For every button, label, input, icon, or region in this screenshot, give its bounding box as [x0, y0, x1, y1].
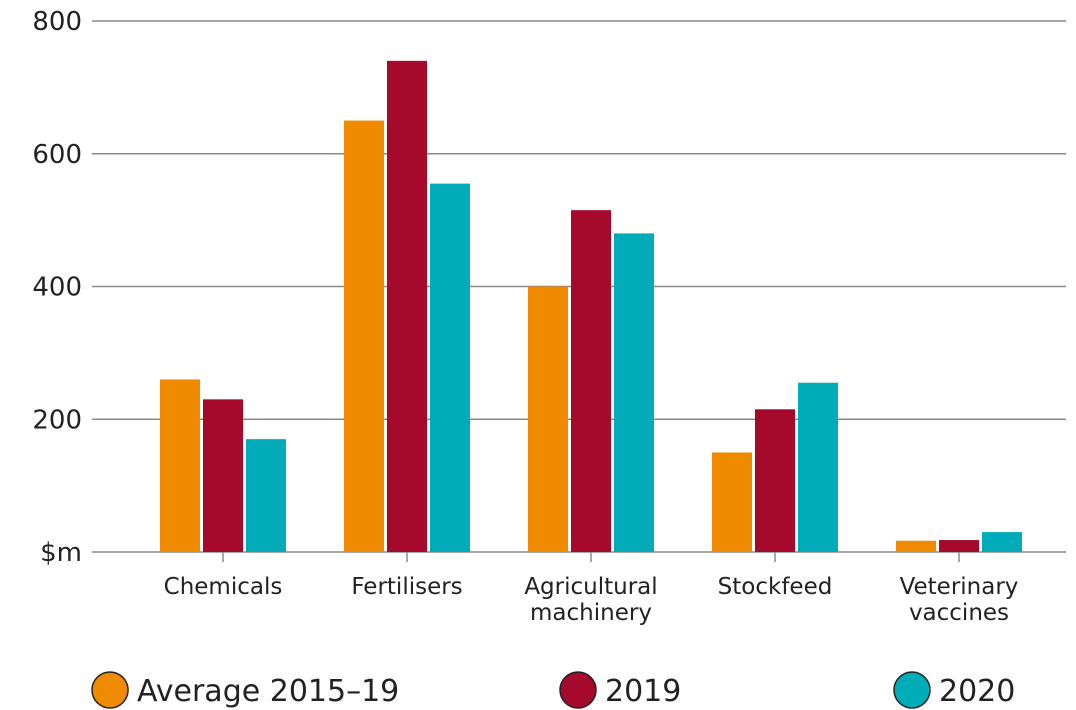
bar: [896, 540, 936, 552]
legend-swatch: [91, 671, 129, 709]
legend-label: 2020: [939, 674, 1015, 709]
bar: [430, 183, 470, 552]
bar: [798, 382, 838, 552]
y-tick-label: 400: [32, 273, 82, 303]
bar: [160, 379, 200, 552]
bar: [387, 60, 427, 552]
y-tick-label: 600: [32, 140, 82, 170]
bar: [344, 120, 384, 552]
y-tick-label: 200: [32, 405, 82, 435]
bar: [939, 540, 979, 552]
bar: [712, 452, 752, 552]
legend-swatch: [559, 671, 597, 709]
bar: [246, 439, 286, 552]
legend-label: Average 2015–19: [137, 674, 399, 709]
bar: [755, 409, 795, 552]
bar: [203, 399, 243, 552]
x-tick-label: Agricultural machinery: [524, 574, 658, 626]
x-tick-label: Stockfeed: [717, 574, 833, 600]
x-tick-label: Fertilisers: [351, 574, 463, 600]
y-tick-label: 800: [32, 7, 82, 37]
x-tick-label: Veterinary vaccines: [899, 574, 1019, 626]
bar: [982, 532, 1022, 552]
y-tick-label: $m: [40, 538, 82, 568]
bar: [528, 286, 568, 552]
bar: [571, 210, 611, 552]
x-tick-label: Chemicals: [163, 574, 283, 600]
bar: [614, 233, 654, 552]
legend-swatch: [893, 671, 931, 709]
legend-label: 2019: [605, 674, 681, 709]
